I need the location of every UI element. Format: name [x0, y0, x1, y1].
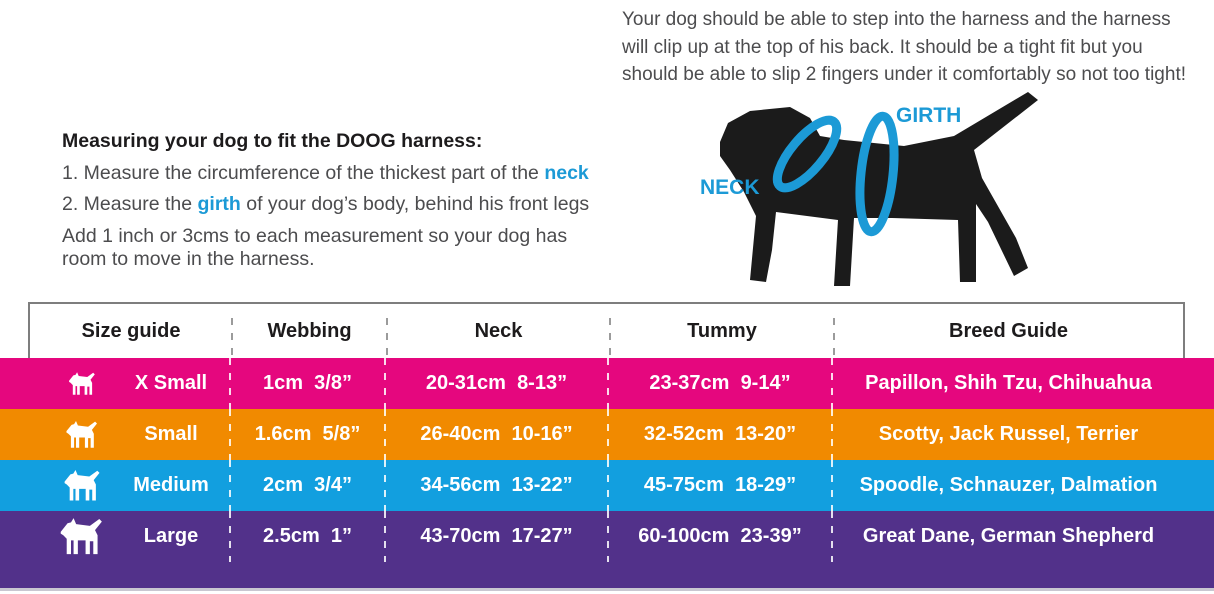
girth-diagram-label: GIRTH — [896, 104, 961, 127]
size-label: Small — [144, 423, 198, 445]
breeds-value: Great Dane, German Shepherd — [862, 525, 1155, 547]
breeds-value: Papillon, Shih Tzu, Chihuahua — [865, 372, 1152, 394]
measuring-step-1: 1. Measure the circumference of the thic… — [62, 163, 607, 183]
size-row-small: Small 1.6cm 5/8” 26-40cm 10-16” 32-52cm … — [0, 409, 1214, 460]
size-label: Large — [143, 525, 199, 547]
size-label: Medium — [133, 474, 209, 496]
fit-instructions-line: will clip up at the top of his back. It … — [622, 36, 1143, 58]
size-table-header: Size guide Webbing Neck Tummy Breed Guid… — [28, 302, 1185, 358]
size-cell: Small — [28, 409, 231, 460]
column-header-webbing: Webbing — [232, 304, 388, 358]
large-dog-icon — [42, 517, 124, 556]
girth-measure-ring — [855, 111, 899, 237]
neck-highlight: neck — [544, 162, 589, 184]
tummy-value: 60-100cm 23-39” — [608, 511, 833, 562]
measuring-note-line: Add 1 inch or 3cms to each measurement s… — [62, 225, 568, 247]
neck-value: 26-40cm 10-16” — [385, 409, 609, 460]
neck-value: 43-70cm 17-27” — [385, 511, 609, 562]
table-bottom-divider — [0, 588, 1214, 591]
breeds-value: Spoodle, Schnauzer, Dalmation — [859, 474, 1158, 496]
step1-text: 1. Measure the circumference of the thic… — [62, 162, 545, 184]
neck-measure-ring — [772, 115, 842, 193]
measuring-note: Add 1 inch or 3cms to each measurement s… — [62, 225, 607, 271]
size-label: X Small — [134, 372, 208, 394]
tummy-value: 32-52cm 13-20” — [608, 409, 833, 460]
size-row-large: Large 2.5cm 1” 43-70cm 17-27” 60-100cm 2… — [0, 511, 1214, 588]
breeds-value: Scotty, Jack Russel, Terrier — [878, 423, 1139, 445]
column-header-size-guide: Size guide — [30, 304, 233, 358]
column-header-breed-guide: Breed Guide — [949, 319, 1068, 342]
neck-value: 20-31cm 8-13” — [385, 358, 609, 409]
measuring-note-line: room to move in the harness. — [62, 248, 315, 270]
dog-measurement-diagram: NECK GIRTH — [700, 92, 1038, 286]
fit-instructions-line: should be able to slip 2 fingers under i… — [622, 64, 1186, 85]
fit-instructions-line: Your dog should be able to step into the… — [622, 9, 1171, 30]
measuring-instructions: Measuring your dog to fit the DOOG harne… — [62, 130, 607, 271]
webbing-value: 1.6cm 5/8” — [230, 409, 386, 460]
size-cell: Medium — [28, 460, 231, 511]
neck-value: 34-56cm 13-22” — [385, 460, 609, 511]
webbing-value: 2.5cm 1” — [230, 511, 386, 562]
measuring-heading: Measuring your dog to fit the DOOG harne… — [62, 130, 483, 152]
measuring-step-2: 2. Measure the girth of your dog’s body,… — [62, 194, 607, 214]
size-row-medium: Medium 2cm 3/4” 34-56cm 13-22” 45-75cm 1… — [0, 460, 1214, 511]
webbing-value: 1cm 3/8” — [230, 358, 386, 409]
column-header-neck: Neck — [387, 304, 611, 358]
xsmall-dog-icon — [42, 371, 124, 396]
neck-diagram-label: NECK — [700, 176, 760, 199]
small-dog-icon — [42, 420, 124, 449]
medium-dog-icon — [42, 469, 124, 502]
step2-text: 2. Measure the — [62, 193, 198, 215]
tummy-value: 45-75cm 18-29” — [608, 460, 833, 511]
size-row-xsmall: X Small 1cm 3/8” 20-31cm 8-13” 23-37cm 9… — [0, 358, 1214, 409]
column-header-tummy: Tummy — [610, 304, 835, 358]
size-cell: Large — [28, 511, 231, 562]
step2-suffix-text: of your dog’s body, behind his front leg… — [240, 193, 590, 215]
girth-highlight: girth — [197, 193, 241, 215]
tummy-value: 23-37cm 9-14” — [608, 358, 833, 409]
fit-instructions-paragraph: Your dog should be able to step into the… — [622, 6, 1202, 89]
webbing-value: 2cm 3/4” — [230, 460, 386, 511]
size-cell: X Small — [28, 358, 231, 409]
